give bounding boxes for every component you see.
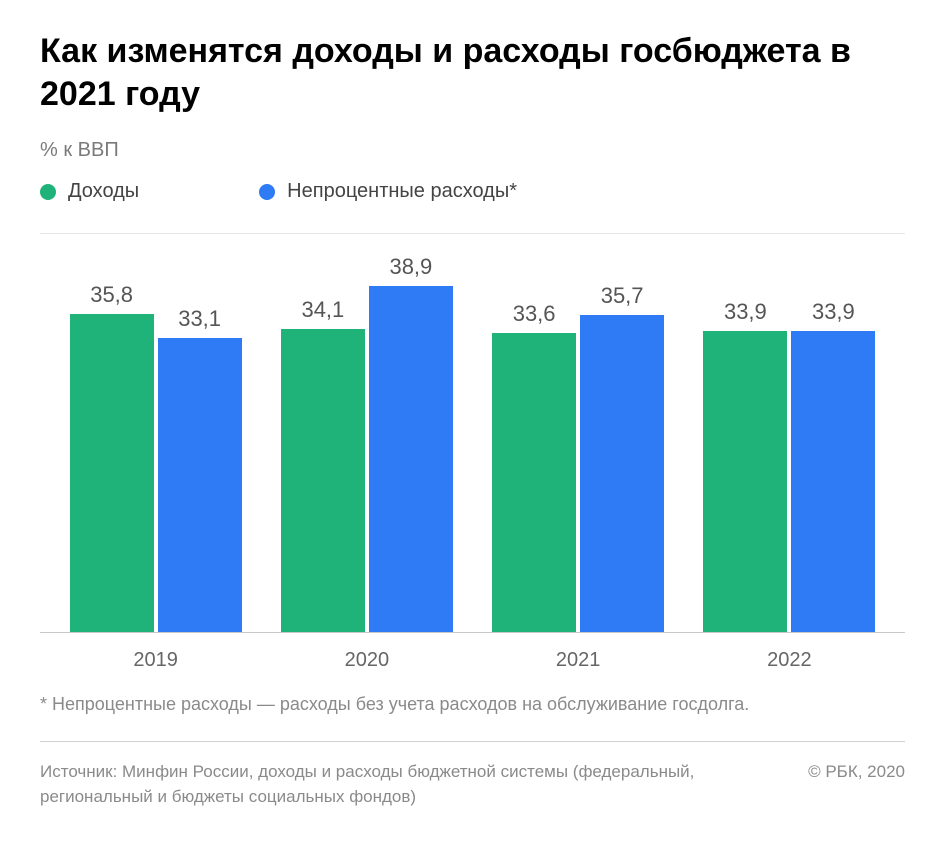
source-text: Источник: Минфин России, доходы и расход…	[40, 760, 760, 809]
legend-label-expenses: Непроцентные расходы*	[287, 180, 517, 203]
bar	[492, 333, 576, 632]
source-row: Источник: Минфин России, доходы и расход…	[40, 760, 905, 809]
bar	[369, 286, 453, 632]
bar	[703, 331, 787, 632]
bar	[70, 314, 154, 632]
bar-group: 33,6 35,7	[492, 283, 664, 632]
bar	[791, 331, 875, 632]
legend-item-income: Доходы	[40, 180, 139, 203]
bar-wrap: 35,7	[580, 283, 664, 632]
copyright: © РБК, 2020	[808, 760, 905, 785]
bar-group: 35,8 33,1	[70, 282, 242, 632]
bar-wrap: 34,1	[281, 297, 365, 632]
bar-value-label: 34,1	[301, 297, 344, 323]
bar-value-label: 35,7	[601, 283, 644, 309]
legend-dot-income	[40, 184, 56, 200]
bar-wrap: 38,9	[369, 254, 453, 632]
legend-item-expenses: Непроцентные расходы*	[259, 180, 517, 203]
legend-label-income: Доходы	[68, 180, 139, 203]
legend-dot-expenses	[259, 184, 275, 200]
x-axis-label: 2019	[70, 649, 242, 672]
x-axis: 2019 2020 2021 2022	[40, 633, 905, 672]
bar-wrap: 33,6	[492, 301, 576, 632]
bar-value-label: 35,8	[90, 282, 133, 308]
bar-wrap: 33,9	[791, 299, 875, 632]
chart-title: Как изменятся доходы и расходы госбюджет…	[40, 30, 905, 115]
bar-value-label: 38,9	[389, 254, 432, 280]
bar-value-label: 33,9	[724, 299, 767, 325]
bar-wrap: 35,8	[70, 282, 154, 632]
footnote: * Непроцентные расходы — расходы без уче…	[40, 694, 905, 742]
x-axis-label: 2020	[281, 649, 453, 672]
bar	[281, 329, 365, 632]
bar-group: 33,9 33,9	[703, 299, 875, 632]
bar-wrap: 33,1	[158, 306, 242, 632]
x-axis-label: 2021	[492, 649, 664, 672]
legend: Доходы Непроцентные расходы*	[40, 180, 905, 203]
bar-value-label: 33,6	[513, 301, 556, 327]
bar-value-label: 33,1	[178, 306, 221, 332]
bar	[580, 315, 664, 632]
bar-group: 34,1 38,9	[281, 254, 453, 632]
bar-value-label: 33,9	[812, 299, 855, 325]
x-axis-label: 2022	[703, 649, 875, 672]
bar-chart: 35,8 33,1 34,1 38,9 33,6 35,7 33,9 33,9	[40, 233, 905, 633]
chart-subtitle: % к ВВП	[40, 139, 905, 162]
bar-wrap: 33,9	[703, 299, 787, 632]
bar	[158, 338, 242, 632]
